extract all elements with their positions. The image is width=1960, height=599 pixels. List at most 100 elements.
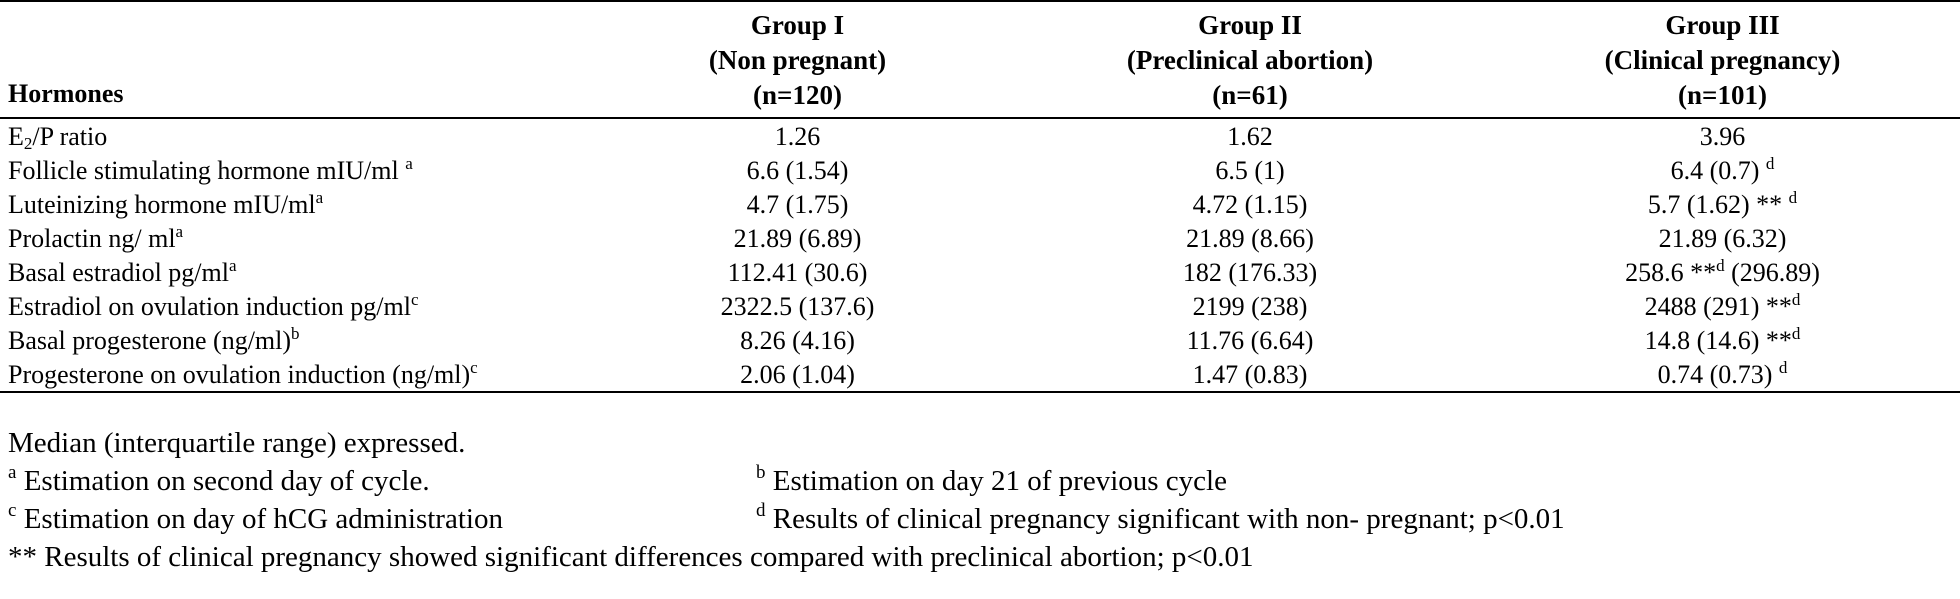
hormone-label: Basal estradiol pg/ml	[8, 257, 229, 287]
group-2-value: 21.89 (8.66)	[1186, 223, 1314, 253]
group-2-value: 11.76 (6.64)	[1186, 325, 1314, 355]
hormone-label-cell: Progesterone on ovulation induction (ng/…	[0, 357, 580, 393]
footnote-c-text: Estimation on day of hCG administration	[16, 503, 503, 535]
footnote-d-mark: d	[756, 500, 766, 521]
group-3-value-cell: 2488 (291) **d	[1485, 289, 1960, 323]
hormone-label: Prolactin ng/ ml	[8, 223, 176, 253]
group-3-value-suffix: (296.89)	[1724, 257, 1820, 287]
footnote-median-row: Median (interquartile range) expressed.	[8, 424, 1254, 462]
group-1-value-cell: 1.26	[580, 118, 1015, 153]
group-1-value: 8.26 (4.16)	[740, 325, 855, 355]
group-1-value-cell: 2.06 (1.04)	[580, 357, 1015, 393]
group-3-value-cell: 0.74 (0.73) d	[1485, 357, 1960, 393]
hormone-label-footnote-mark: c	[410, 289, 419, 309]
group-3-value: 258.6 **	[1625, 257, 1717, 287]
header-group-3: Group III (Clinical pregnancy) (n=101)	[1485, 0, 1960, 119]
group-1-value-cell: 4.7 (1.75)	[580, 187, 1015, 221]
hormone-label-cell: Luteinizing hormone mIU/mla	[0, 187, 580, 221]
group-3-name: Group III	[1665, 10, 1780, 40]
footnote-b-text: Estimation on day 21 of previous cycle	[765, 465, 1227, 497]
group-1-value: 21.89 (6.89)	[733, 223, 862, 253]
group-3-value: 21.89 (6.32)	[1658, 223, 1787, 253]
table-row: Basal estradiol pg/mla 112.41 (30.6) 182 (…	[0, 255, 1960, 289]
group-1-desc: (Non pregnant)	[708, 45, 887, 75]
footnote-c: c Estimation on day of hCG administratio…	[8, 500, 503, 535]
footnote-double-star-row: ** Results of clinical pregnancy showed …	[8, 538, 1254, 576]
group-2-desc: (Preclinical abortion)	[1126, 45, 1374, 75]
hormone-label: Follicle stimulating hormone mIU/ml	[8, 155, 406, 185]
group-3-value-footnote-mark: d	[1778, 357, 1788, 377]
hormone-label-cell: Basal progesterone (ng/ml)b	[0, 323, 580, 357]
table-row: Luteinizing hormone mIU/mla 4.7 (1.75) 4.7…	[0, 187, 1960, 221]
group-1-value: 2322.5 (137.6)	[720, 291, 875, 321]
table-row: Basal progesterone (ng/ml)b 8.26 (4.16) 11…	[0, 323, 1960, 357]
group-3-desc: (Clinical pregnancy)	[1604, 45, 1841, 75]
hormone-label-prefix: E	[8, 121, 24, 151]
footnote-double-star: ** Results of clinical pregnancy showed …	[8, 541, 1254, 573]
footnote-ab-row: a Estimation on second day of cycle. b E…	[8, 462, 1254, 500]
table-row: Prolactin ng/ mla 21.89 (6.89) 21.89 (8.66…	[0, 221, 1960, 255]
group-3-value-cell: 6.4 (0.7) d	[1485, 153, 1960, 187]
group-3-value: 5.7 (1.62) **	[1647, 189, 1789, 219]
group-3-value: 14.8 (14.6) **	[1644, 325, 1792, 355]
hormone-label-footnote-mark: a	[315, 187, 324, 207]
group-2-value: 1.62	[1227, 121, 1273, 151]
header-hormones: Hormones	[0, 0, 580, 119]
group-3-value-cell: 14.8 (14.6) **d	[1485, 323, 1960, 357]
group-2-value-cell: 4.72 (1.15)	[1015, 187, 1485, 221]
hormone-label: Estradiol on ovulation induction pg/ml	[8, 291, 411, 321]
group-3-value: 2488 (291) **	[1644, 291, 1792, 321]
group-2-value: 1.47 (0.83)	[1192, 359, 1308, 389]
hormone-label-footnote-mark: b	[291, 323, 300, 343]
group-1-value: 4.7 (1.75)	[746, 189, 849, 219]
hormone-label-footnote-mark: c	[470, 357, 478, 377]
group-3-value-cell: 5.7 (1.62) ** d	[1485, 187, 1960, 221]
table-body: E2/P ratio 1.26 1.62 3.96 Follicle stimulati…	[0, 118, 1960, 393]
table-row: Estradiol on ovulation induction pg/mlc 2…	[0, 289, 1960, 323]
footnote-a-mark: a	[8, 462, 17, 483]
group-2-value-cell: 11.76 (6.64)	[1015, 323, 1485, 357]
header-group-1: Group I (Non pregnant) (n=120)	[580, 0, 1015, 119]
hormone-label: /P ratio	[32, 121, 108, 151]
hormone-label: Luteinizing hormone mIU/ml	[8, 189, 316, 219]
footnote-b: b Estimation on day 21 of previous cycle	[756, 462, 1227, 500]
hormone-label-cell: Basal estradiol pg/mla	[0, 255, 580, 289]
group-1-name: Group I	[750, 10, 845, 40]
group-2-value-cell: 1.62	[1015, 118, 1485, 153]
hormone-label: Progesterone on ovulation induction (ng/…	[8, 359, 471, 389]
group-2-value: 4.72 (1.15)	[1192, 189, 1308, 219]
group-2-value: 182 (176.33)	[1182, 257, 1318, 287]
footnote-a: a Estimation on second day of cycle.	[8, 462, 430, 497]
hormone-label: Basal progesterone (ng/ml)	[8, 325, 292, 355]
hormone-label-cell: Follicle stimulating hormone mIU/ml a	[0, 153, 580, 187]
group-3-value-cell: 3.96	[1485, 118, 1960, 153]
group-2-value: 2199 (238)	[1192, 291, 1308, 321]
group-3-value: 3.96	[1699, 121, 1746, 151]
hormone-label-cell: E2/P ratio	[0, 118, 580, 153]
group-1-value-cell: 112.41 (30.6)	[580, 255, 1015, 289]
group-2-name: Group II	[1198, 10, 1302, 40]
group-3-value-footnote-mark: d	[1791, 323, 1801, 343]
footnote-d: d Results of clinical pregnancy signific…	[756, 500, 1565, 538]
group-3-value-cell: 21.89 (6.32)	[1485, 221, 1960, 255]
group-1-n: (n=120)	[753, 80, 842, 110]
table-row: Progesterone on ovulation induction (ng/…	[0, 357, 1960, 393]
hormone-label-cell: Estradiol on ovulation induction pg/mlc	[0, 289, 580, 323]
group-1-value-cell: 2322.5 (137.6)	[580, 289, 1015, 323]
hormone-label-footnote-mark: a	[175, 221, 184, 241]
footnote-d-text: Results of clinical pregnancy significan…	[765, 503, 1565, 535]
group-3-value-footnote-mark: d	[1788, 187, 1798, 207]
group-3-value-footnote-mark: d	[1716, 255, 1725, 275]
group-2-value: 6.5 (1)	[1215, 155, 1285, 185]
group-1-value: 2.06 (1.04)	[740, 359, 855, 389]
hormone-label-footnote-mark: a	[405, 153, 413, 173]
group-2-value-cell: 21.89 (8.66)	[1015, 221, 1485, 255]
table-footnotes: Median (interquartile range) expressed. …	[8, 424, 1565, 576]
hormone-label-subscript: 2	[23, 133, 33, 153]
table-row: Follicle stimulating hormone mIU/ml a 6.6…	[0, 153, 1960, 187]
group-1-value: 6.6 (1.54)	[746, 155, 849, 185]
group-2-value-cell: 2199 (238)	[1015, 289, 1485, 323]
footnote-c-mark: c	[8, 500, 17, 521]
table-header-row: Hormones Group I (Non pregnant) (n=120) …	[0, 0, 1960, 119]
